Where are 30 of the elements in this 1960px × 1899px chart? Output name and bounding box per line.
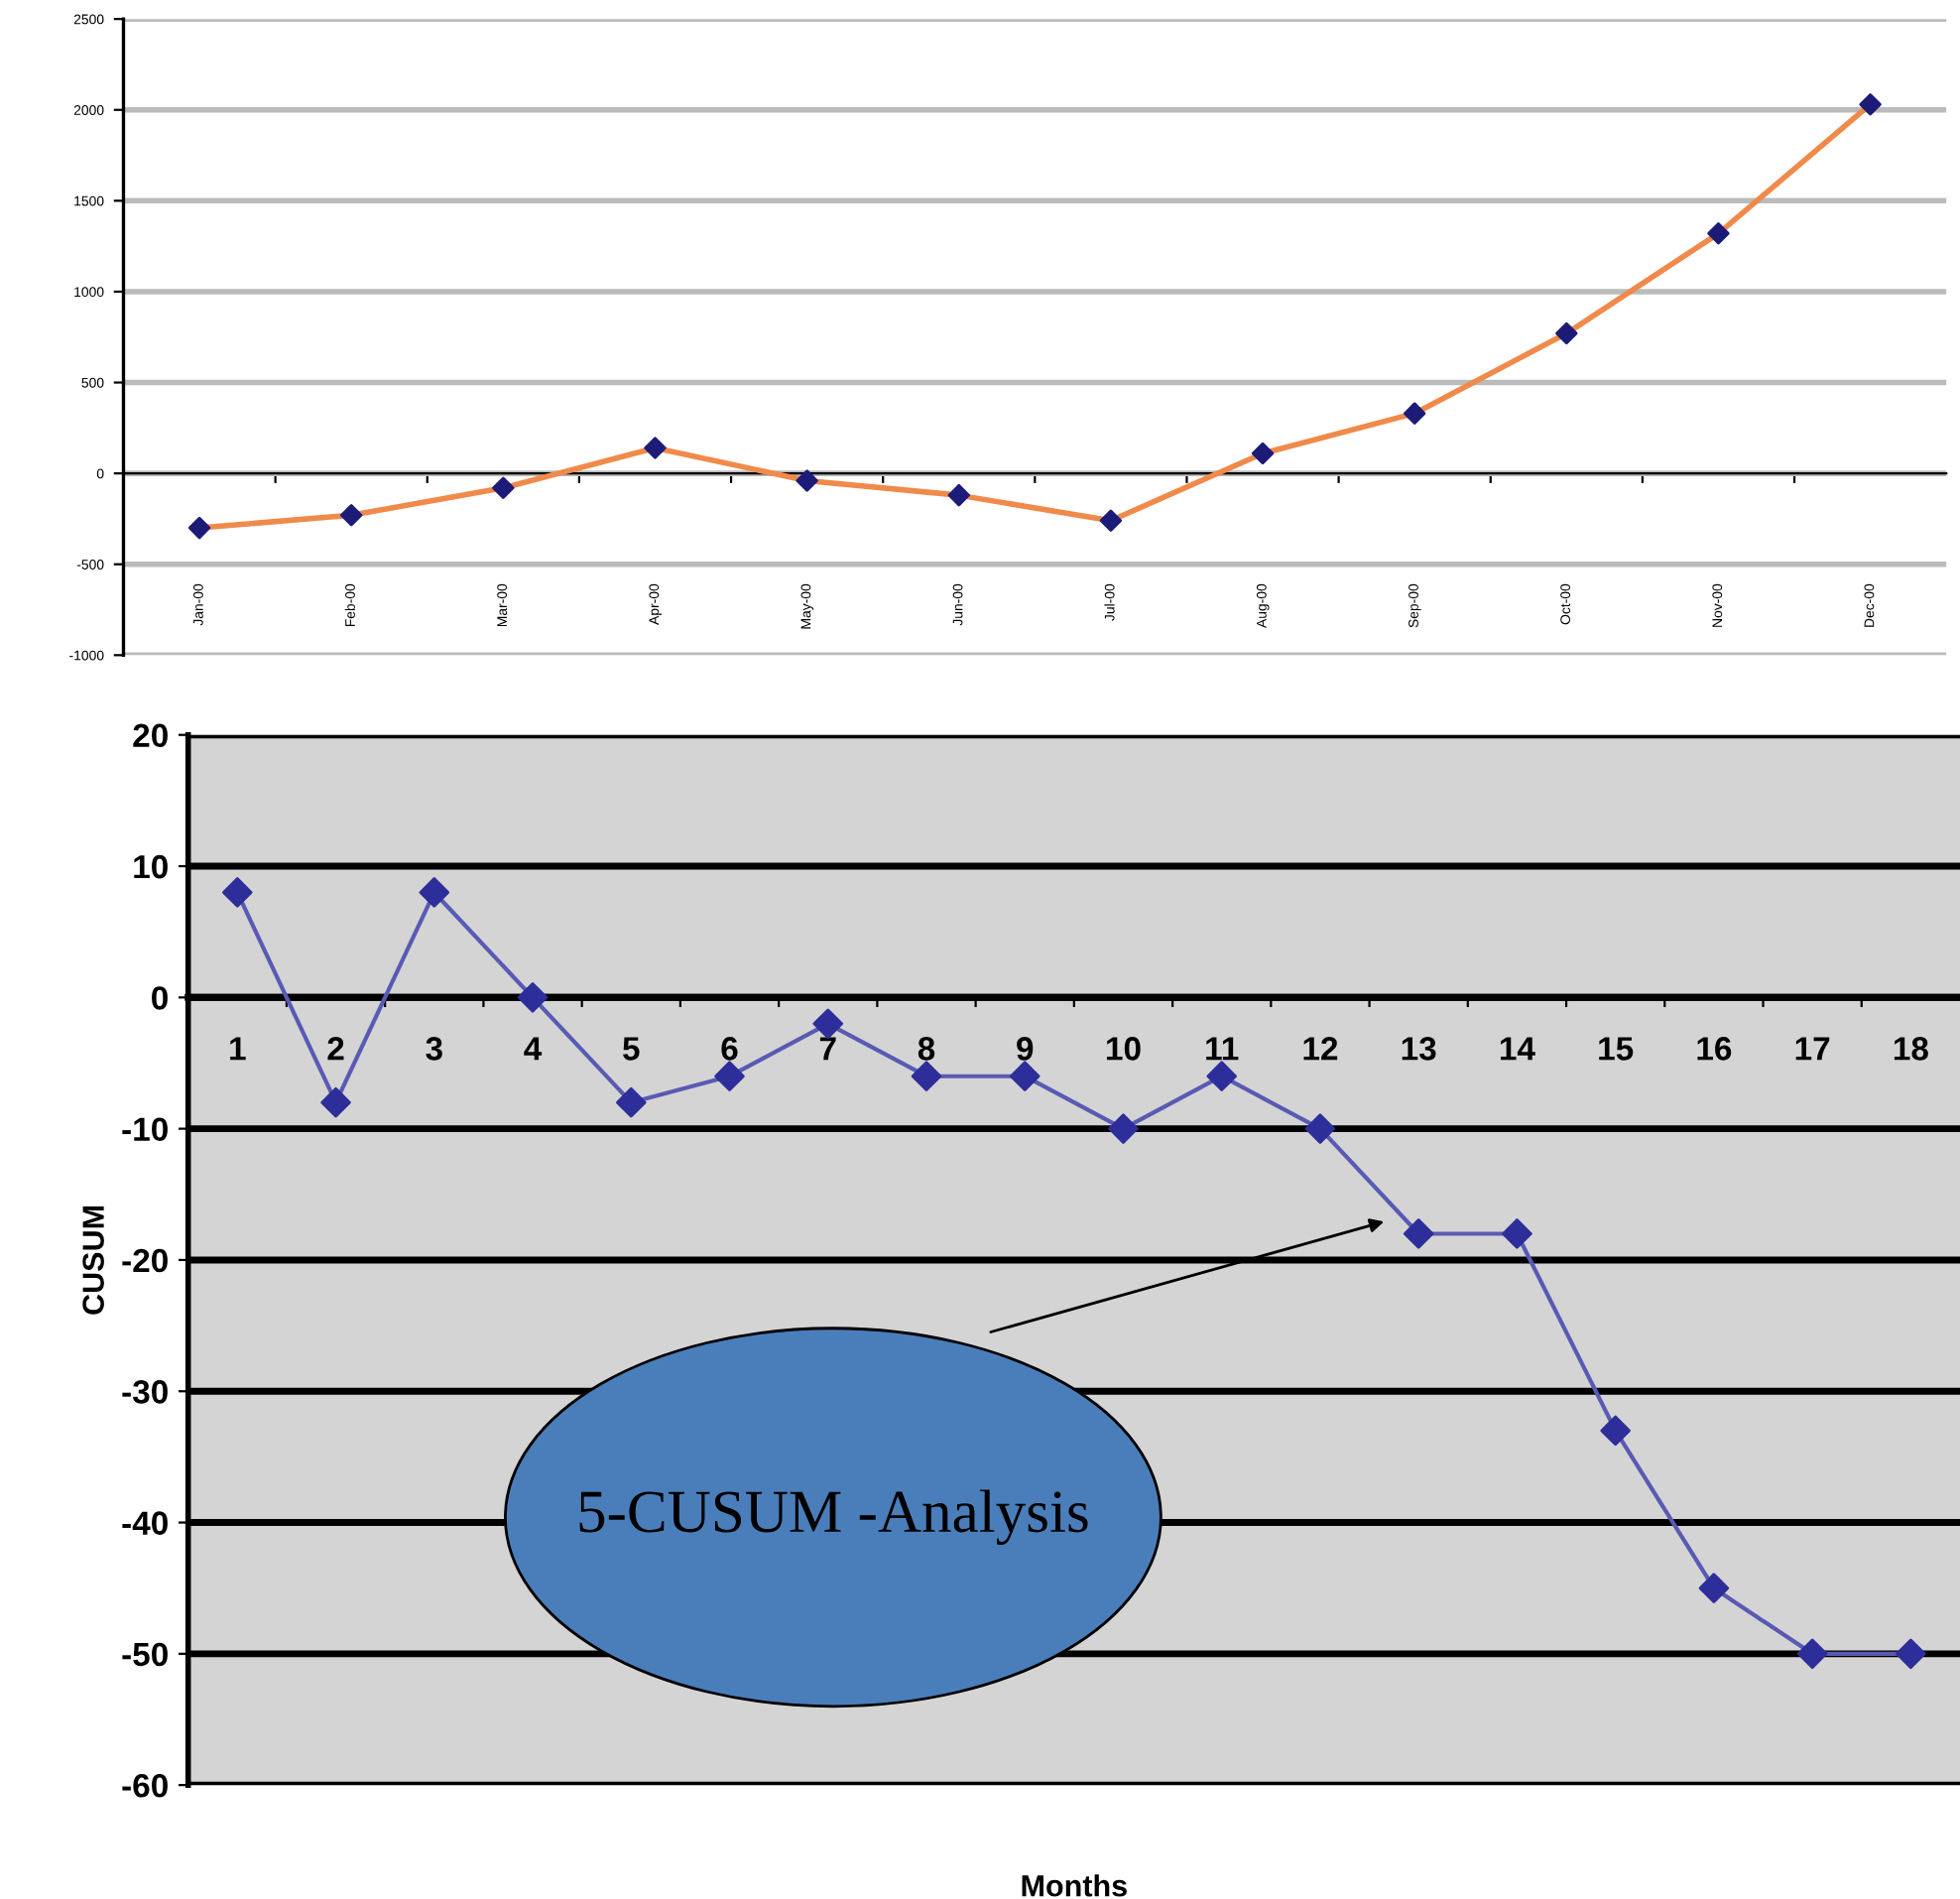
- x-tick-label: 14: [1500, 1037, 1535, 1061]
- x-tick-label: 15: [1599, 1037, 1634, 1061]
- x-tick-label: 3: [426, 1037, 442, 1061]
- x-tick-label: 9: [1017, 1037, 1034, 1061]
- x-tick-label: 6: [721, 1037, 738, 1061]
- y-tick-label: -60: [122, 1773, 168, 1798]
- y-tick-label: -20: [122, 1248, 168, 1273]
- y-tick-label: -10: [122, 1117, 168, 1142]
- y-tick-label: -30: [122, 1380, 168, 1404]
- x-tick-label: 8: [918, 1037, 935, 1061]
- y-tick-label: -40: [122, 1511, 168, 1535]
- annotation: 5-CUSUM -Analysis: [579, 1489, 1088, 1546]
- x-tick-label: 17: [1795, 1037, 1830, 1061]
- x-axis-title: Months: [1022, 1874, 1127, 1897]
- x-tick-label: 11: [1206, 1037, 1239, 1061]
- x-tick-label: 10: [1107, 1037, 1141, 1061]
- x-tick-label: 13: [1402, 1037, 1436, 1061]
- y-axis-title: CUSUM: [82, 1205, 104, 1315]
- y-tick-label: 20: [133, 723, 168, 748]
- x-tick-label: 16: [1697, 1037, 1732, 1061]
- x-tick-label: 12: [1303, 1037, 1338, 1061]
- y-tick-label: 0: [152, 986, 168, 1010]
- x-tick-label: 5: [623, 1037, 640, 1061]
- y-tick-label: 10: [134, 854, 168, 879]
- x-tick-label: 4: [524, 1037, 543, 1061]
- x-tick-label: 1: [230, 1037, 246, 1061]
- y-tick-label: -50: [122, 1642, 168, 1667]
- x-tick-label: 18: [1894, 1037, 1928, 1061]
- x-tick-label: 7: [819, 1037, 836, 1061]
- x-tick-label: 2: [327, 1037, 344, 1061]
